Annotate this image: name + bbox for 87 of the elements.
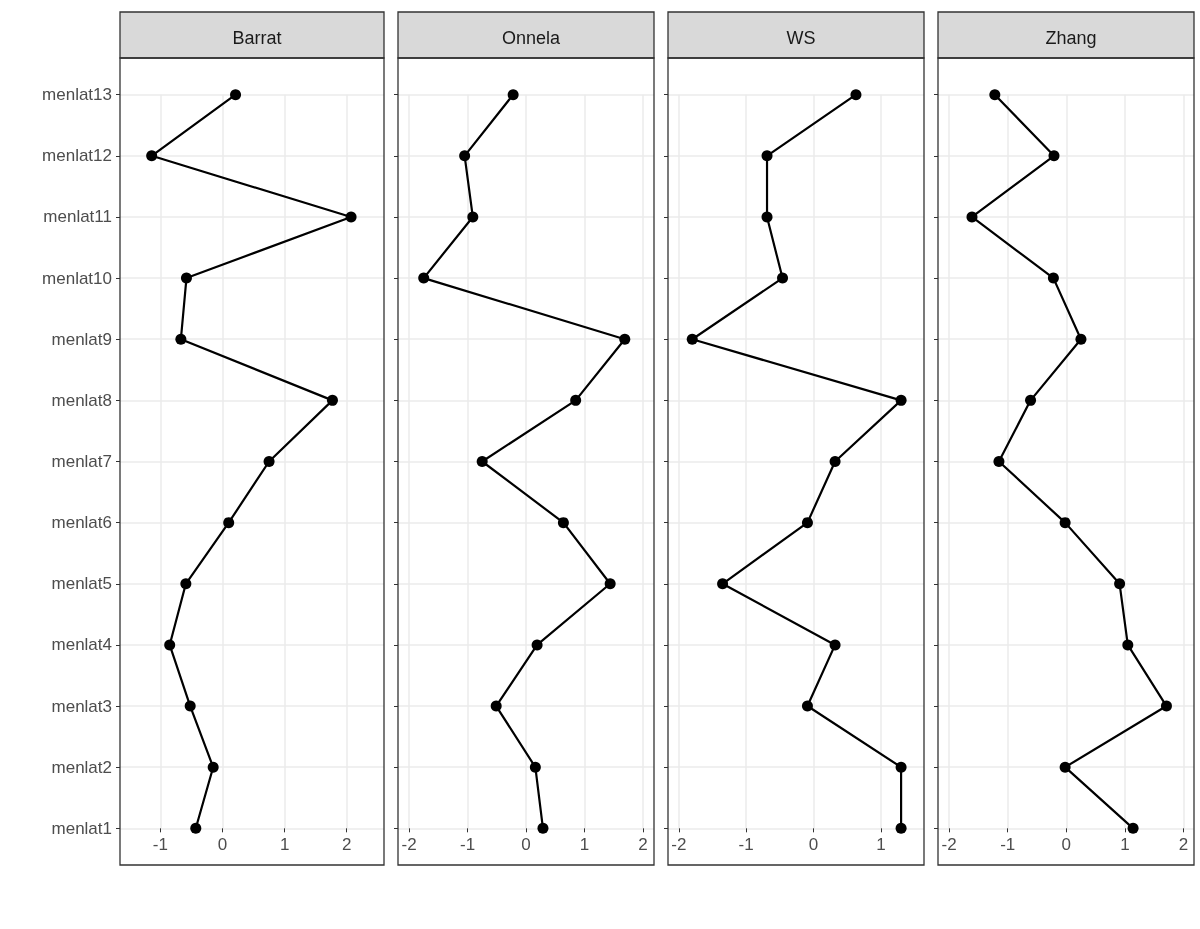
y-tick-label: menlat5 bbox=[51, 574, 112, 594]
point bbox=[1122, 639, 1134, 651]
point bbox=[1059, 761, 1071, 773]
point bbox=[895, 761, 907, 773]
x-tick-label: 1 bbox=[1120, 835, 1130, 855]
point bbox=[418, 272, 430, 284]
x-tick-label: -2 bbox=[671, 835, 687, 855]
point bbox=[895, 394, 907, 406]
y-tick-label: menlat11 bbox=[43, 207, 112, 227]
point bbox=[1114, 578, 1126, 590]
point bbox=[1075, 333, 1087, 345]
y-tick-label: menlat7 bbox=[51, 452, 112, 471]
point bbox=[537, 822, 549, 834]
point bbox=[230, 89, 242, 101]
point bbox=[1025, 394, 1037, 406]
chart-title: Barrat bbox=[232, 28, 282, 48]
point bbox=[1160, 700, 1172, 712]
point bbox=[184, 700, 196, 712]
x-tick-label: 1 bbox=[579, 835, 590, 855]
point bbox=[345, 211, 357, 223]
x-tick-label: -1 bbox=[738, 835, 754, 855]
x-tick-label: 2 bbox=[1178, 835, 1189, 855]
point bbox=[507, 89, 519, 101]
x-tick-label: 2 bbox=[342, 835, 352, 855]
x-tick-label: -1 bbox=[1000, 835, 1016, 855]
x-tick-label: 0 bbox=[217, 835, 228, 855]
chart-title: Onnela bbox=[501, 28, 562, 48]
point bbox=[175, 333, 187, 345]
point bbox=[531, 639, 543, 651]
y-tick-label: menlat3 bbox=[51, 696, 112, 716]
point bbox=[146, 150, 158, 162]
point bbox=[686, 333, 698, 345]
point bbox=[989, 89, 1001, 101]
x-tick-label: 0 bbox=[808, 835, 819, 855]
point bbox=[895, 822, 907, 834]
point bbox=[263, 456, 275, 467]
point bbox=[761, 211, 773, 223]
x-tick-label: -2 bbox=[941, 835, 957, 855]
y-tick-label: menlat10 bbox=[42, 268, 112, 288]
x-tick-label: 1 bbox=[876, 835, 886, 855]
x-tick-label: 2 bbox=[638, 835, 648, 855]
point bbox=[570, 394, 582, 406]
point bbox=[801, 517, 813, 529]
point bbox=[190, 822, 202, 834]
point bbox=[966, 211, 978, 223]
point bbox=[1048, 150, 1060, 162]
point bbox=[761, 150, 773, 162]
point bbox=[164, 639, 176, 651]
point bbox=[557, 517, 569, 529]
x-tick-label: 0 bbox=[1061, 835, 1072, 855]
point bbox=[223, 517, 235, 529]
point bbox=[850, 89, 862, 101]
x-tick-label: 0 bbox=[521, 835, 531, 855]
point bbox=[1047, 272, 1059, 284]
y-tick-label: menlat1 bbox=[51, 818, 112, 838]
y-tick-label: menlat2 bbox=[51, 757, 112, 777]
point bbox=[180, 272, 192, 284]
x-tick-label: 1 bbox=[279, 835, 290, 855]
point bbox=[529, 761, 541, 773]
point bbox=[829, 456, 841, 467]
point bbox=[467, 211, 479, 223]
x-tick-label: -1 bbox=[152, 835, 168, 855]
chart-title: WS bbox=[786, 28, 816, 48]
point bbox=[717, 578, 729, 590]
y-tick-label: menlat8 bbox=[51, 390, 112, 410]
point bbox=[207, 761, 219, 773]
y-tick-label: menlat9 bbox=[51, 329, 112, 349]
point bbox=[459, 150, 471, 162]
point bbox=[1127, 822, 1139, 834]
point bbox=[476, 456, 488, 467]
x-tick-label: -2 bbox=[401, 835, 417, 855]
chart-title: Zhang bbox=[1045, 28, 1097, 48]
point bbox=[993, 456, 1005, 467]
point bbox=[1059, 517, 1071, 529]
y-tick-label: menlat13 bbox=[42, 85, 112, 105]
point bbox=[801, 700, 813, 712]
point bbox=[829, 639, 841, 651]
y-tick-label: menlat4 bbox=[51, 635, 112, 655]
point bbox=[180, 578, 192, 590]
point bbox=[490, 700, 502, 712]
point bbox=[326, 394, 338, 406]
y-tick-label: menlat6 bbox=[51, 513, 112, 533]
y-tick-label: menlat12 bbox=[42, 146, 112, 166]
point bbox=[619, 333, 631, 345]
point bbox=[777, 272, 789, 284]
point bbox=[604, 578, 616, 590]
x-tick-label: -1 bbox=[459, 835, 476, 855]
